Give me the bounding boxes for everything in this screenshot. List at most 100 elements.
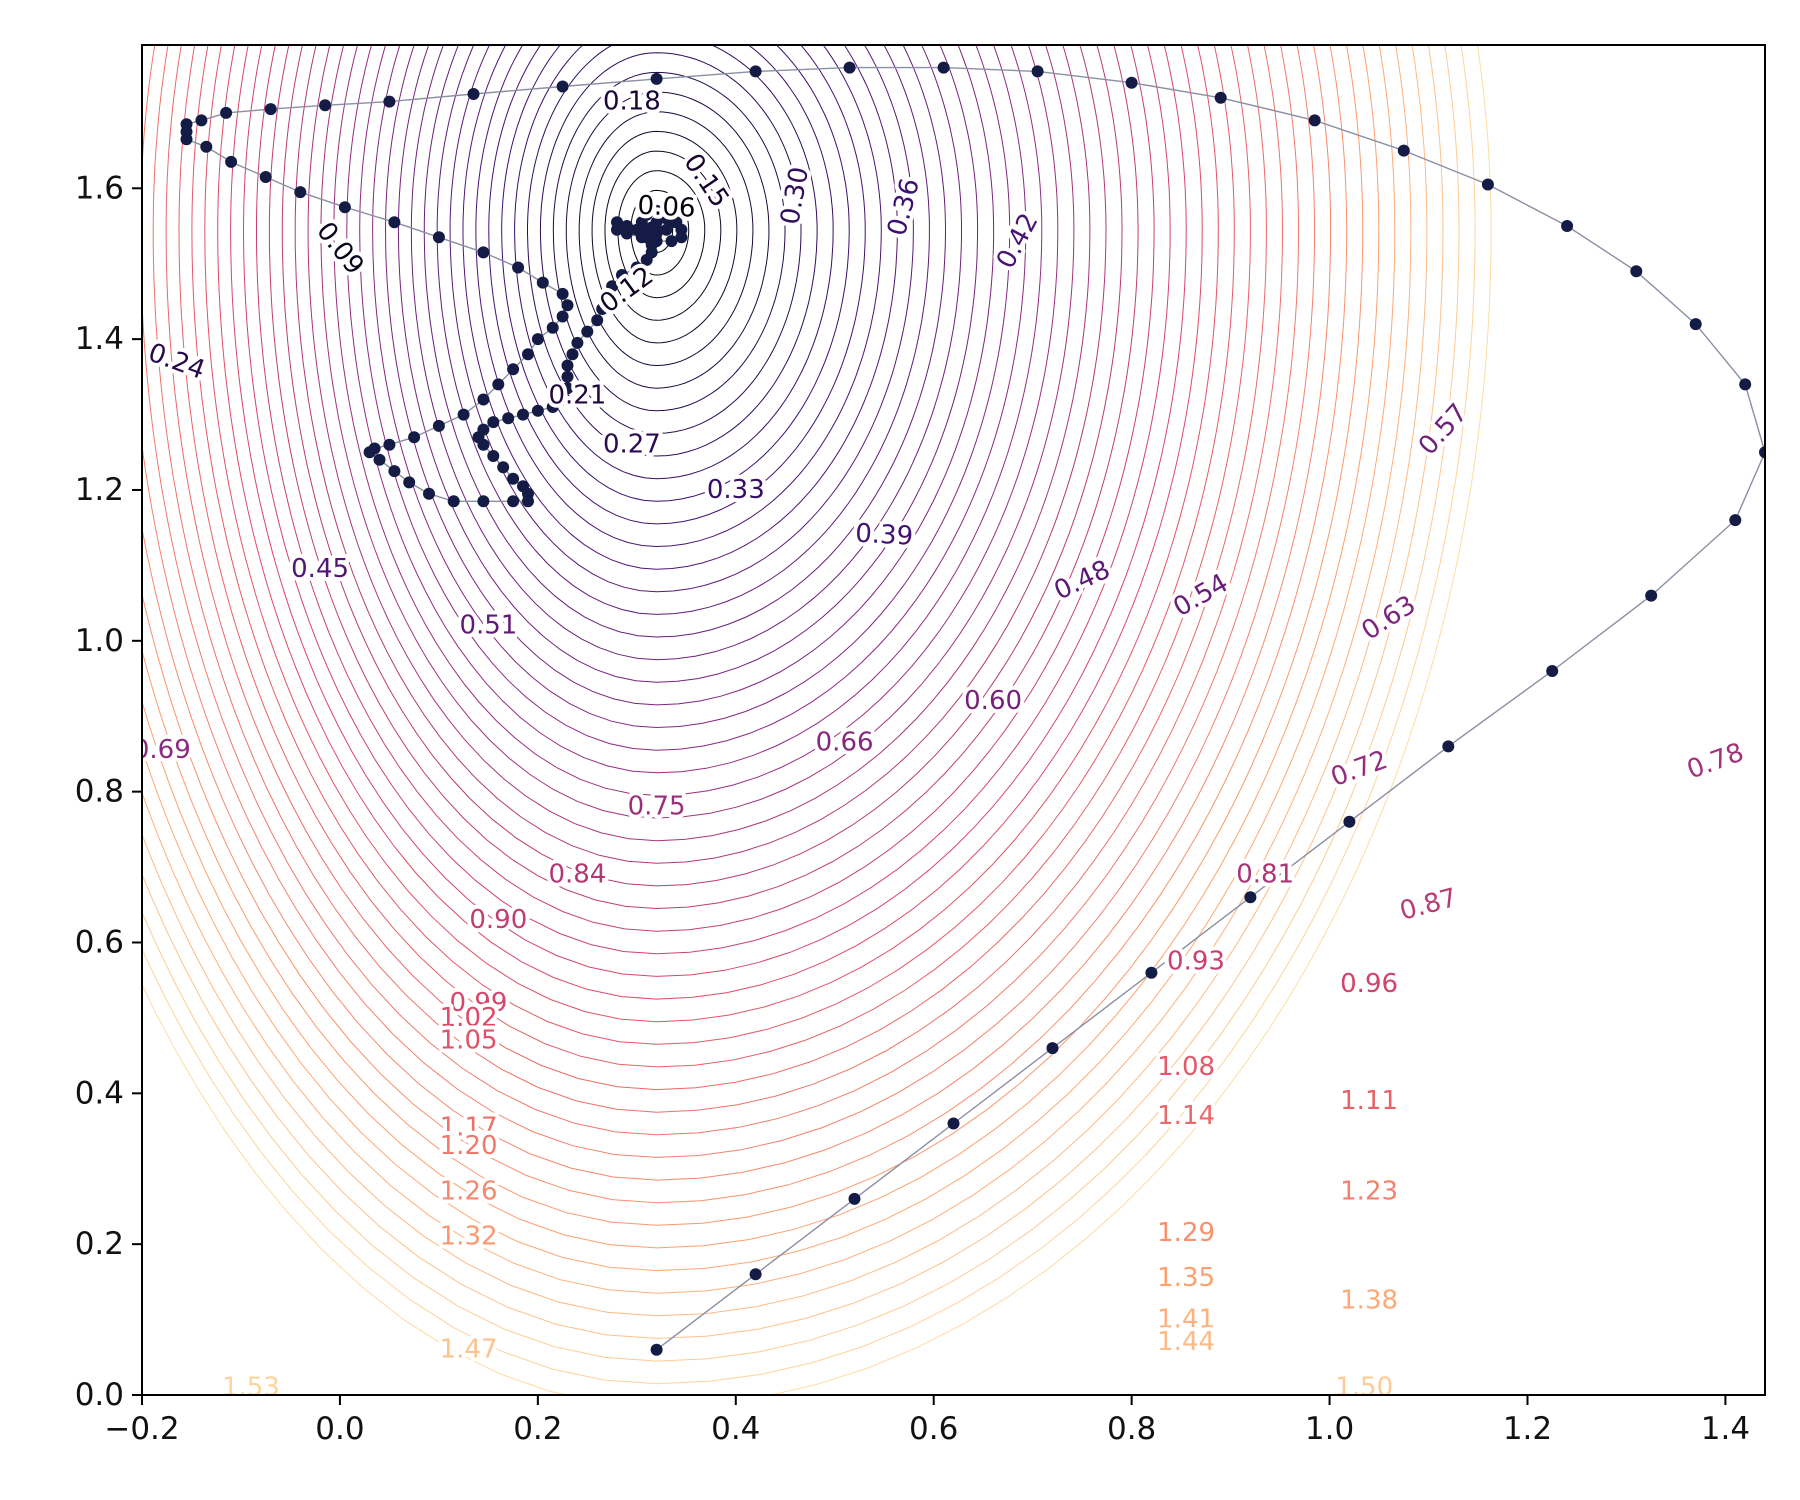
contour-line [552, 71, 786, 412]
path-point [507, 363, 520, 376]
contour-label: 1.26 [440, 1176, 498, 1206]
path-point [200, 140, 213, 153]
path-point [1729, 514, 1742, 527]
path-point [561, 359, 574, 372]
path-point [180, 133, 193, 146]
path-point [477, 495, 490, 508]
y-axis: 0.0 0.2 0.4 0.6 0.8 1.0 1.2 1.4 1.6 [75, 170, 142, 1413]
x-tick-label: 1.0 [1305, 1411, 1354, 1447]
contour-label: 1.14 [1157, 1101, 1215, 1131]
path-point [531, 333, 544, 346]
path-point [1214, 91, 1227, 104]
contour-lines [142, 45, 1492, 1395]
y-tick-label: 1.6 [75, 170, 124, 206]
y-tick-label: 0.6 [75, 924, 124, 960]
path-point [1125, 76, 1138, 89]
contour-line [488, 45, 866, 525]
path-point [660, 212, 673, 225]
contour-line [527, 45, 818, 457]
path-point [264, 103, 277, 116]
path-point [388, 465, 401, 478]
contour-line [204, 45, 1219, 1023]
path-point [1145, 966, 1158, 979]
path-point [620, 227, 633, 240]
path-point [259, 171, 272, 183]
contour-line [501, 45, 850, 502]
contour-label: 1.08 [1157, 1052, 1215, 1082]
contour-label: 1.35 [1157, 1263, 1215, 1293]
path-point [522, 348, 534, 361]
contour-label: 1.41 [1157, 1305, 1215, 1335]
contour-line [268, 45, 1139, 910]
path-point [447, 495, 460, 508]
contour-label: 0.51 [459, 611, 517, 641]
path-point [1561, 220, 1574, 232]
contour-label: 1.29 [1157, 1218, 1215, 1248]
contour-label: 0.81 [1236, 860, 1294, 890]
x-tick-label: 0.8 [1107, 1411, 1156, 1447]
path-point [581, 325, 594, 338]
x-axis: −0.2 0.0 0.2 0.4 0.6 0.8 1.0 1.2 1.4 [104, 1395, 1750, 1447]
contour-line [281, 45, 1123, 887]
path-point [477, 393, 490, 406]
path-point [1397, 144, 1410, 157]
path-point [1308, 114, 1321, 127]
contour-line [307, 45, 1091, 842]
contour-line [142, 45, 1444, 1339]
path-point [477, 423, 490, 436]
path-point [556, 80, 569, 93]
y-tick-label: 0.8 [75, 774, 124, 810]
contour-label: 0.60 [964, 686, 1022, 716]
y-tick-label: 0.4 [75, 1075, 124, 1111]
path-point [408, 431, 421, 444]
path-point [423, 487, 435, 500]
path-point [319, 99, 332, 112]
contour-line [142, 45, 1428, 1317]
contour-line [346, 45, 1043, 774]
path-point [388, 216, 401, 229]
contour-line [410, 45, 962, 661]
path-point [749, 1268, 762, 1281]
path-point [517, 408, 529, 421]
path-point [507, 472, 520, 485]
path-point [665, 235, 678, 248]
x-tick-label: 0.2 [513, 1411, 562, 1447]
contour-label: 1.02 [440, 1003, 498, 1033]
path-point [536, 276, 549, 289]
path-point [630, 261, 643, 274]
contour-label: 1.20 [440, 1131, 498, 1161]
path-point [383, 95, 396, 108]
contour-line [475, 45, 882, 548]
contour-line [217, 45, 1203, 1000]
path-point [517, 480, 529, 493]
contour-line [604, 150, 722, 321]
contour-line [436, 45, 930, 615]
path-point [601, 291, 614, 304]
path-point [487, 416, 500, 429]
contour-label: 1.17 [440, 1112, 498, 1142]
contour-label: 1.50 [1335, 1373, 1393, 1403]
y-tick-label: 0.0 [75, 1377, 124, 1413]
contour-line [423, 45, 947, 638]
path-point [1481, 178, 1494, 191]
contour-line [539, 52, 802, 434]
contour-label: 0.90 [469, 905, 527, 935]
contour-line [142, 45, 1492, 1395]
contour-line [142, 45, 1396, 1272]
path-point [1759, 446, 1765, 459]
path-point [546, 401, 559, 413]
contour-line [152, 45, 1284, 1113]
path-point [477, 246, 490, 259]
contour-label: 1.32 [440, 1222, 498, 1252]
path-point [616, 269, 628, 281]
path-point [507, 495, 520, 508]
path-point [561, 370, 574, 383]
path-point [383, 438, 396, 451]
path-point [294, 186, 307, 199]
path-point [591, 314, 604, 327]
path-point [195, 114, 208, 127]
contour-line [591, 130, 738, 344]
path-point [556, 310, 569, 323]
plot-frame [141, 44, 1766, 1396]
